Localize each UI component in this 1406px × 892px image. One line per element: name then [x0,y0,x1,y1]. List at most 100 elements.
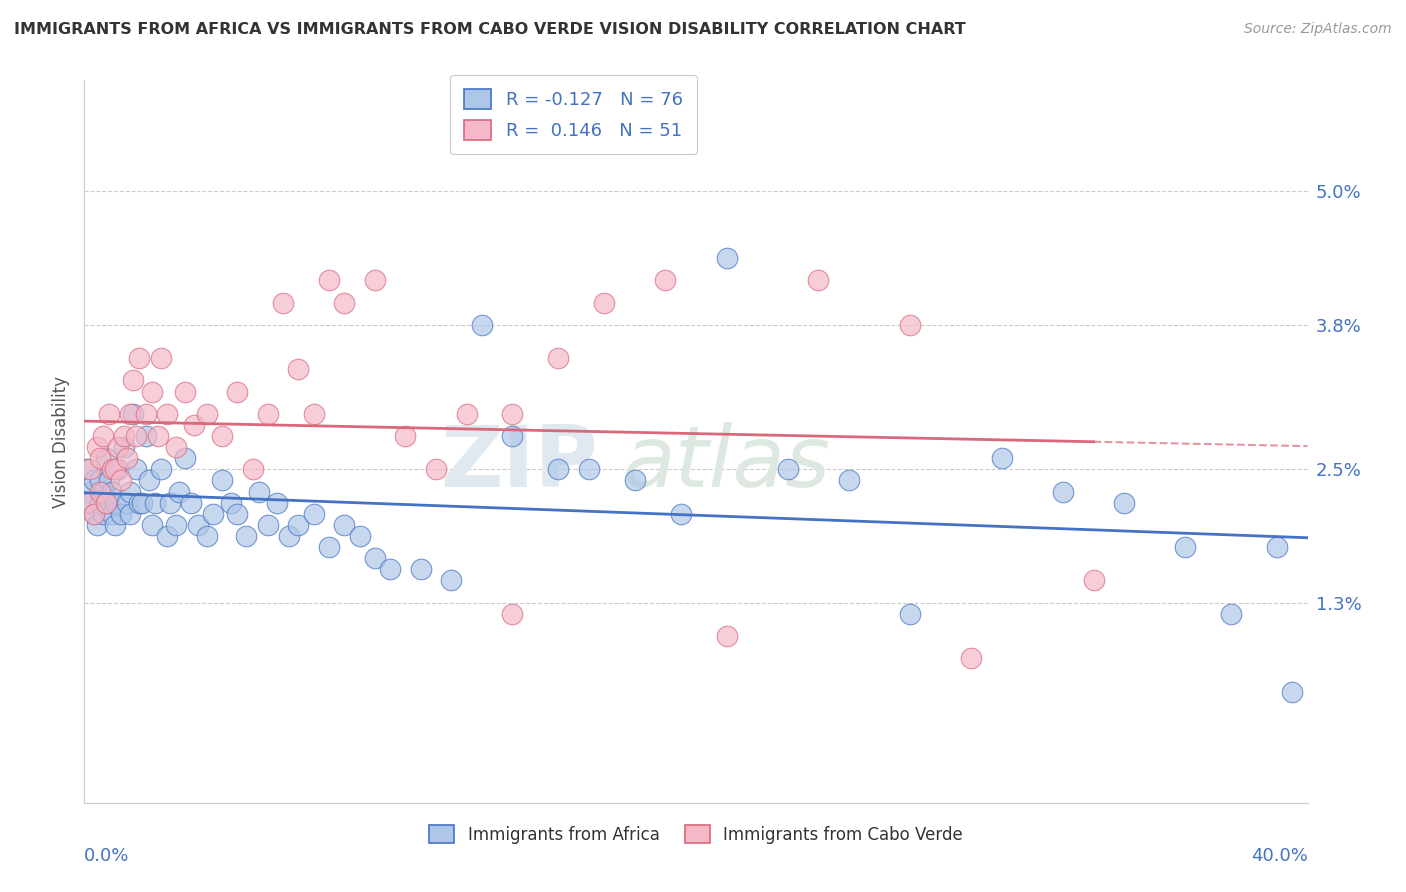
Point [89,484,111,499]
Point [120,484,142,499]
Point [115,496,138,510]
Point [807,273,830,287]
Point [89,496,111,510]
Point [110,474,132,488]
Point [898,318,921,332]
Point [547,462,569,476]
Point [578,462,600,476]
Point [94,451,117,466]
Point [122,407,145,421]
Point [1052,484,1074,499]
Point [1083,574,1105,588]
Point [266,496,288,510]
Point [716,629,738,643]
Point [135,429,157,443]
Point [97,474,120,488]
Point [1220,607,1243,621]
Point [120,507,142,521]
Point [349,529,371,543]
Point [128,496,150,510]
Text: atlas: atlas [623,422,831,505]
Point [97,496,120,510]
Point [380,562,402,576]
Point [624,474,647,488]
Point [235,529,257,543]
Point [471,318,494,332]
Point [838,474,860,488]
Point [287,362,309,376]
Point [112,440,135,454]
Point [104,517,127,532]
Point [257,517,280,532]
Point [991,451,1014,466]
Point [159,496,181,510]
Point [138,474,160,488]
Point [271,295,294,310]
Point [89,451,111,466]
Point [86,440,108,454]
Point [76,496,98,510]
Point [219,496,242,510]
Point [195,407,218,421]
Point [716,251,738,265]
Point [107,440,129,454]
Point [226,507,249,521]
Point [502,407,524,421]
Point [257,407,280,421]
Point [120,407,142,421]
Point [125,429,148,443]
Point [333,517,356,532]
Point [425,462,447,476]
Point [669,507,692,521]
Point [146,429,169,443]
Point [97,407,120,421]
Point [125,462,148,476]
Point [141,384,163,399]
Point [409,562,432,576]
Point [104,496,127,510]
Point [898,607,921,621]
Point [91,484,114,499]
Point [174,384,197,399]
Point [107,462,129,476]
Point [135,407,157,421]
Point [174,451,197,466]
Point [128,351,150,366]
Point [83,507,105,521]
Point [1174,540,1197,554]
Point [247,484,270,499]
Point [364,273,387,287]
Point [167,484,190,499]
Point [122,373,145,387]
Point [226,384,249,399]
Point [211,429,233,443]
Point [318,273,340,287]
Point [318,540,340,554]
Text: 0.0%: 0.0% [84,847,129,865]
Point [547,351,569,366]
Point [302,507,325,521]
Point [143,496,166,510]
Point [1281,684,1303,698]
Y-axis label: Vision Disability: Vision Disability [52,376,70,508]
Point [165,517,187,532]
Point [115,451,138,466]
Point [112,429,135,443]
Point [364,551,387,566]
Point [287,517,309,532]
Point [79,462,101,476]
Point [156,529,179,543]
Point [149,351,172,366]
Point [101,484,124,499]
Point [201,507,224,521]
Point [211,474,233,488]
Text: ZIP: ZIP [440,422,598,505]
Point [502,607,524,621]
Point [83,474,105,488]
Point [242,462,264,476]
Point [1114,496,1136,510]
Point [89,474,111,488]
Point [440,574,463,588]
Point [83,507,105,521]
Point [131,496,153,510]
